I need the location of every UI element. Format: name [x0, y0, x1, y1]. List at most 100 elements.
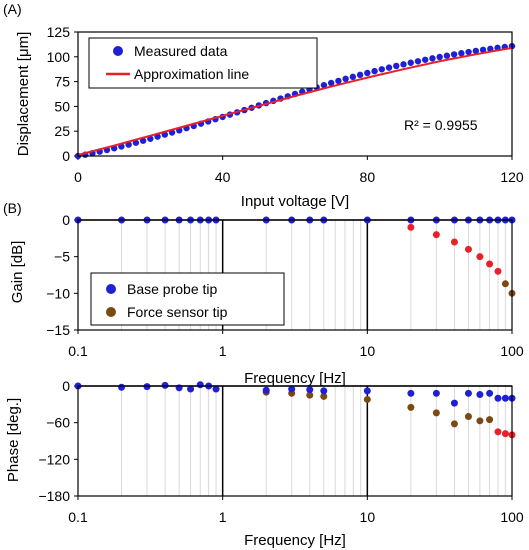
measured-data-point [458, 50, 465, 57]
phase-force-point [306, 391, 314, 399]
legend-label-fit: Approximation line [134, 66, 249, 82]
phase-base-point [143, 383, 151, 391]
measured-data-point [378, 66, 385, 73]
gain-force-point [464, 245, 472, 253]
measured-data-point [436, 53, 443, 61]
phase-base-point [320, 387, 328, 395]
phase-force-point [450, 420, 458, 428]
phase-force-point [363, 395, 371, 403]
gain-x-tick-label: 10 [360, 343, 376, 359]
y-tick-label-a: 125 [47, 24, 71, 40]
phase-base-point [118, 383, 126, 391]
measured-data-point [356, 71, 364, 79]
measured-data-point [422, 56, 429, 63]
phase-force-point [464, 413, 472, 421]
panel-a-label: (A) [3, 1, 22, 17]
legend-marker-force [106, 307, 116, 317]
measured-data-point [414, 58, 422, 65]
y-axis-label-a: Displacement [μm] [15, 32, 32, 157]
legend-a: Measured data Approximation line [88, 37, 318, 89]
phase-base-point [196, 381, 204, 389]
measured-data-point [429, 55, 436, 62]
legend-marker-base [106, 284, 116, 294]
measured-data-point [327, 79, 335, 87]
phase-base-point [407, 389, 415, 397]
measured-data-point [450, 51, 458, 58]
gain-force-point [432, 231, 440, 239]
gain-force-point [486, 260, 494, 268]
panel-b-label: (B) [3, 200, 22, 216]
x-axis-label-a: Input voltage [V] [241, 193, 349, 210]
phase-force-point [407, 403, 415, 411]
legend-label-base: Base probe tip [127, 281, 217, 297]
legend-a-box [88, 37, 318, 89]
approximation-line [77, 46, 513, 156]
gain-plot-frame [77, 219, 513, 331]
y-axis-label-phase: Phase [deg.] [5, 398, 22, 482]
panel-a: (A) 0 25 50 75 100 125 0 40 80 120 Input voltage … [3, 1, 524, 210]
phase-base-point [464, 389, 472, 397]
measured-data-point [393, 62, 400, 70]
measured-data-point [407, 59, 414, 66]
phase-force-point [501, 430, 509, 438]
phase-base-point [175, 384, 183, 392]
gain-x-tick-label: 0.1 [68, 343, 88, 359]
phase-base-point [187, 385, 195, 393]
gain-y-tick-label: −10 [46, 285, 70, 301]
phase-base-point [432, 389, 440, 397]
y-tick-label-a: 75 [54, 74, 70, 90]
x-tick-label-a: 80 [360, 169, 376, 185]
y-tick-label-a: 25 [54, 123, 70, 139]
x-axis-label-gain: Frequency [Hz] [244, 370, 346, 387]
measured-data-point [349, 73, 357, 81]
panel-phase: 0 −60 −120 −180 0.1 1 10 100 Frequency [Hz] Pha… [5, 378, 524, 549]
measured-data-point [364, 69, 371, 77]
gain-force-point [450, 238, 458, 246]
y-axis-label-gain: Gain [dB] [9, 241, 26, 304]
measured-data-point [400, 61, 407, 68]
phase-plot-frame [77, 385, 513, 497]
phase-x-tick-label: 0.1 [68, 509, 88, 525]
panel-a-plot-frame [77, 31, 513, 157]
phase-base-point [494, 394, 502, 402]
measured-data-point [320, 81, 328, 89]
phase-force-point [494, 428, 502, 436]
phase-base-point [306, 386, 314, 394]
legend-b-box [90, 272, 285, 326]
measured-data-point [472, 47, 480, 55]
phase-base-point [476, 391, 484, 399]
gain-y-tick-label: −5 [54, 249, 70, 265]
phase-force-point [320, 392, 328, 400]
phase-y-tick-label: −60 [46, 415, 70, 431]
phase-base-point [161, 381, 169, 389]
phase-y-tick-label: 0 [62, 378, 70, 394]
phase-y-tick-label: −120 [38, 451, 70, 467]
phase-y-tick-label: −180 [38, 488, 70, 504]
gain-y-tick-label: 0 [62, 212, 70, 228]
x-tick-label-a: 40 [215, 169, 231, 185]
r-squared-annotation: R² = 0.9955 [404, 117, 478, 133]
x-tick-label-a: 0 [74, 169, 82, 185]
phase-base-point [486, 389, 494, 397]
legend-b: Base probe tip Force sensor tip [90, 272, 285, 326]
gain-y-tick-label: −15 [46, 322, 70, 338]
gain-force-point [407, 223, 415, 231]
y-tick-label-a: 0 [62, 148, 70, 164]
gain-x-tick-label: 1 [219, 343, 227, 359]
measured-data-point [479, 46, 487, 54]
panel-b: (B) 0 −5 −10 −15 0.1 1 10 100 Frequency [Hz] Ga… [3, 200, 524, 387]
measured-data-point [371, 67, 378, 75]
gain-force-point [501, 280, 509, 288]
y-tick-label-a: 50 [54, 98, 70, 114]
gain-force-point [476, 253, 484, 261]
phase-x-tick-label: 10 [360, 509, 376, 525]
y-tick-label-a: 100 [47, 49, 71, 65]
phase-x-tick-label: 100 [500, 509, 524, 525]
legend-label-measured: Measured data [134, 43, 228, 59]
legend-label-force: Force sensor tip [127, 304, 228, 320]
phase-base-point [212, 385, 220, 393]
phase-base-point [450, 399, 458, 407]
x-axis-label-phase: Frequency [Hz] [244, 532, 346, 549]
legend-marker-measured [113, 46, 123, 56]
